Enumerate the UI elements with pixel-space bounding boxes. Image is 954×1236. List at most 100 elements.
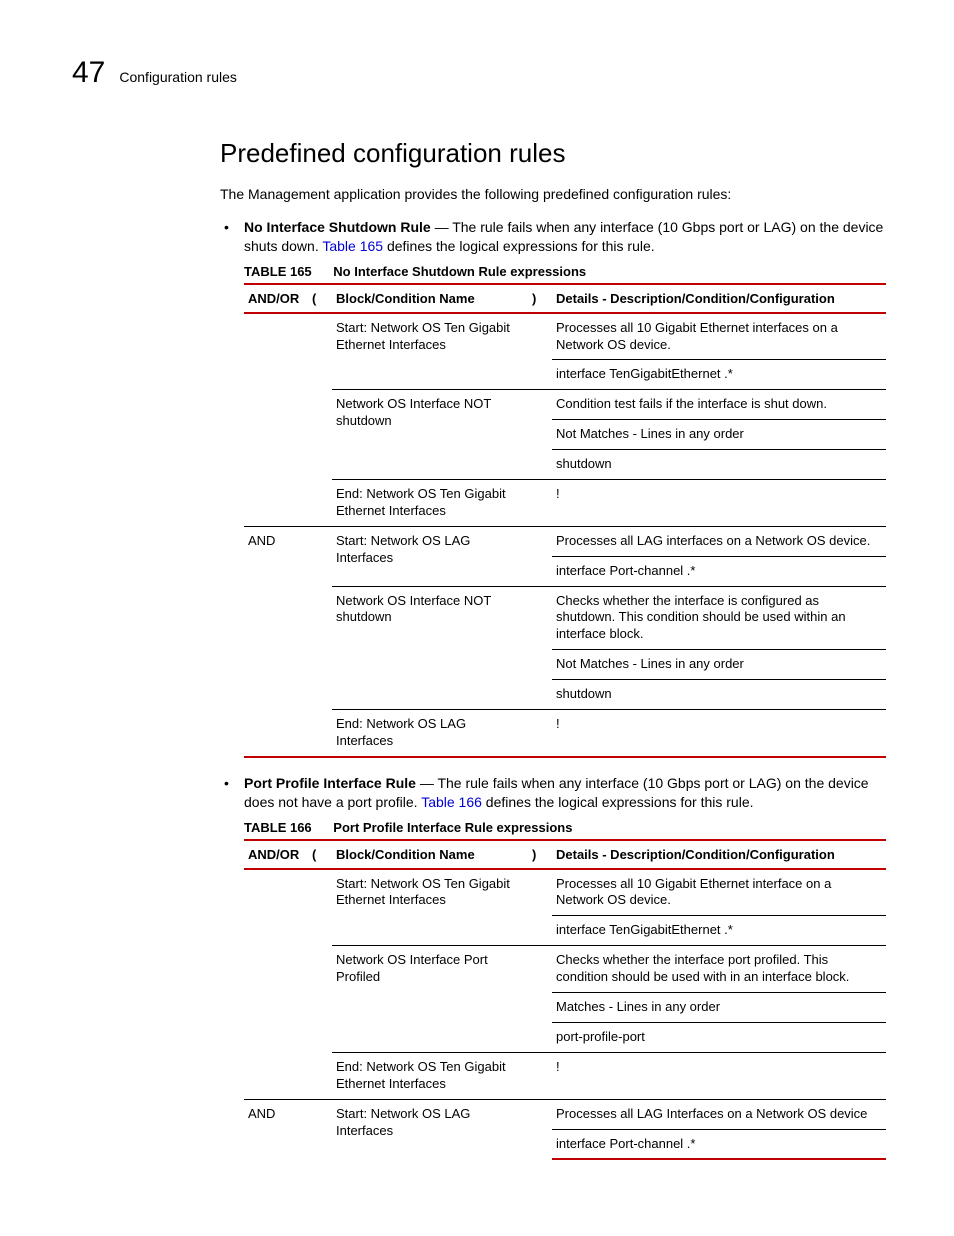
cell-paren2 [528, 1099, 552, 1159]
cell-paren [308, 526, 332, 586]
table-row: Network OS Interface NOT shutdown Checks… [244, 586, 886, 650]
table-title: No Interface Shutdown Rule expressions [333, 264, 586, 279]
cell-detail: Processes all LAG interfaces on a Networ… [552, 526, 886, 556]
table-row: Start: Network OS Ten Gigabit Ethernet I… [244, 313, 886, 360]
bullet-lead: No Interface Shutdown Rule [244, 219, 431, 235]
cell-detail: Processes all 10 Gigabit Ethernet interf… [552, 313, 886, 360]
rules-table-166: AND/OR ( Block/Condition Name ) Details … [244, 839, 886, 1161]
cell-detail: Condition test fails if the interface is… [552, 390, 886, 420]
cell-andor [244, 946, 308, 1053]
cell-paren [308, 390, 332, 480]
col-paren-close: ) [528, 284, 552, 313]
cell-paren2 [528, 586, 552, 709]
cell-detail: ! [552, 710, 886, 757]
cell-block: Start: Network OS Ten Gigabit Ethernet I… [332, 313, 528, 390]
cell-block: Network OS Interface NOT shutdown [332, 586, 528, 709]
col-paren-close: ) [528, 840, 552, 869]
cell-detail: Checks whether the interface port profil… [552, 946, 886, 993]
page: 47 Configuration rules Predefined config… [0, 0, 954, 1236]
cell-paren2 [528, 946, 552, 1053]
cell-andor: AND [244, 1099, 308, 1159]
cell-paren [308, 586, 332, 709]
col-paren-open: ( [308, 284, 332, 313]
cell-detail: Not Matches - Lines in any order [552, 420, 886, 450]
col-andor: AND/OR [244, 284, 308, 313]
running-header: 47 Configuration rules [72, 56, 882, 90]
cell-paren [308, 946, 332, 1053]
cell-andor [244, 586, 308, 709]
cell-paren2 [528, 1052, 552, 1099]
cell-detail: Processes all 10 Gigabit Ethernet interf… [552, 869, 886, 916]
table-row: AND Start: Network OS LAG Interfaces Pro… [244, 1099, 886, 1129]
bullet-list: No Interface Shutdown Rule — The rule fa… [220, 218, 886, 256]
cell-block: Start: Network OS Ten Gigabit Ethernet I… [332, 869, 528, 946]
table-row: End: Network OS Ten Gigabit Ethernet Int… [244, 1052, 886, 1099]
cell-andor [244, 710, 308, 757]
table-row: AND Start: Network OS LAG Interfaces Pro… [244, 526, 886, 556]
cell-detail: interface Port-channel .* [552, 1129, 886, 1159]
table-row: Network OS Interface NOT shutdown Condit… [244, 390, 886, 420]
cell-paren [308, 1099, 332, 1159]
col-details: Details - Description/Condition/Configur… [552, 284, 886, 313]
cell-detail: Checks whether the interface is configur… [552, 586, 886, 650]
cell-detail: Matches - Lines in any order [552, 993, 886, 1023]
cell-block: Start: Network OS LAG Interfaces [332, 1099, 528, 1159]
cell-paren [308, 1052, 332, 1099]
cell-andor [244, 1052, 308, 1099]
section-title: Predefined configuration rules [220, 138, 886, 169]
cell-block: End: Network OS Ten Gigabit Ethernet Int… [332, 1052, 528, 1099]
cell-detail: Not Matches - Lines in any order [552, 650, 886, 680]
cell-detail: shutdown [552, 450, 886, 480]
cell-block: End: Network OS Ten Gigabit Ethernet Int… [332, 480, 528, 527]
cell-paren2 [528, 710, 552, 757]
cell-detail: interface TenGigabitEthernet .* [552, 916, 886, 946]
bullet-text-after: defines the logical expressions for this… [482, 794, 754, 810]
cell-paren2 [528, 526, 552, 586]
col-paren-open: ( [308, 840, 332, 869]
col-details: Details - Description/Condition/Configur… [552, 840, 886, 869]
cell-detail: ! [552, 480, 886, 527]
cell-andor [244, 390, 308, 480]
table-label: TABLE 166 [244, 820, 312, 835]
table-row: Network OS Interface Port Profiled Check… [244, 946, 886, 993]
cell-andor [244, 313, 308, 390]
cell-paren2 [528, 480, 552, 527]
content-area: Predefined configuration rules The Manag… [220, 138, 886, 1160]
cell-block: Network OS Interface NOT shutdown [332, 390, 528, 480]
bullet-list: Port Profile Interface Rule — The rule f… [220, 774, 886, 812]
col-andor: AND/OR [244, 840, 308, 869]
cell-paren2 [528, 869, 552, 946]
table-ref-link[interactable]: Table 165 [322, 238, 383, 254]
table-row: Start: Network OS Ten Gigabit Ethernet I… [244, 869, 886, 916]
bullet-dash: — [416, 775, 438, 791]
table-row: End: Network OS LAG Interfaces ! [244, 710, 886, 757]
cell-paren [308, 710, 332, 757]
table-row: End: Network OS Ten Gigabit Ethernet Int… [244, 480, 886, 527]
cell-paren [308, 480, 332, 527]
bullet-item: Port Profile Interface Rule — The rule f… [220, 774, 886, 812]
cell-paren [308, 313, 332, 390]
cell-andor [244, 869, 308, 946]
bullet-dash: — [431, 219, 453, 235]
cell-detail: Processes all LAG Interfaces on a Networ… [552, 1099, 886, 1129]
cell-detail: shutdown [552, 680, 886, 710]
cell-detail: port-profile-port [552, 1022, 886, 1052]
table-ref-link[interactable]: Table 166 [421, 794, 482, 810]
cell-paren2 [528, 390, 552, 480]
cell-paren2 [528, 313, 552, 390]
cell-block: Network OS Interface Port Profiled [332, 946, 528, 1053]
cell-block: End: Network OS LAG Interfaces [332, 710, 528, 757]
table-caption: TABLE 166 Port Profile Interface Rule ex… [244, 820, 886, 835]
cell-andor [244, 480, 308, 527]
table-header-row: AND/OR ( Block/Condition Name ) Details … [244, 840, 886, 869]
table-header-row: AND/OR ( Block/Condition Name ) Details … [244, 284, 886, 313]
cell-detail: interface Port-channel .* [552, 556, 886, 586]
table-caption: TABLE 165 No Interface Shutdown Rule exp… [244, 264, 886, 279]
cell-detail: interface TenGigabitEthernet .* [552, 360, 886, 390]
table-label: TABLE 165 [244, 264, 312, 279]
col-block: Block/Condition Name [332, 284, 528, 313]
cell-block: Start: Network OS LAG Interfaces [332, 526, 528, 586]
rules-table-165: AND/OR ( Block/Condition Name ) Details … [244, 283, 886, 758]
bullet-item: No Interface Shutdown Rule — The rule fa… [220, 218, 886, 256]
chapter-number: 47 [72, 56, 105, 90]
